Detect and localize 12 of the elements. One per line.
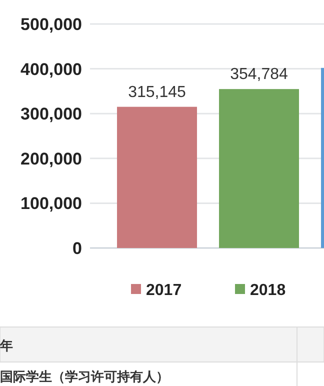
y-tick-label: 0 xyxy=(72,239,82,258)
text: 年 xyxy=(0,339,13,354)
y-tick-label: 500,000 xyxy=(20,15,82,34)
legend-label: 2017 xyxy=(146,282,182,299)
text: 国际学生（学习许可持有人） xyxy=(0,370,169,385)
y-tick-label: 400,000 xyxy=(20,60,82,79)
data-label: 354,784 xyxy=(230,66,288,84)
y-tick-label: 200,000 xyxy=(20,149,82,168)
y-tick-label: 100,000 xyxy=(20,194,82,214)
legend-label: 2018 xyxy=(250,282,286,299)
y-tick-label: 300,000 xyxy=(20,104,82,124)
data-label: 315,145 xyxy=(128,84,186,101)
